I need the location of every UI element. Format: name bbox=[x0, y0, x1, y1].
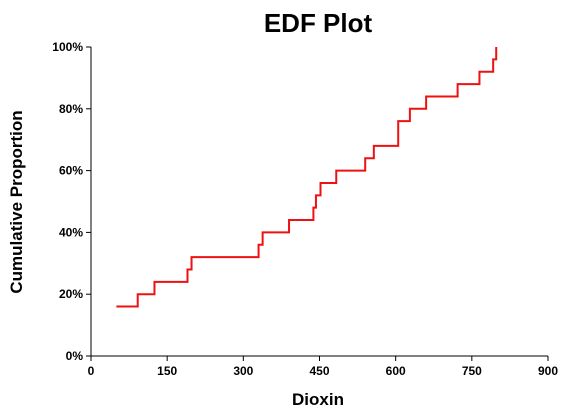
chart-title: EDF Plot bbox=[264, 8, 373, 38]
x-axis-label: Dioxin bbox=[292, 390, 344, 409]
x-tick-label: 150 bbox=[157, 364, 177, 378]
x-tick-label: 300 bbox=[233, 364, 253, 378]
x-tick-label: 750 bbox=[462, 364, 482, 378]
x-tick-label: 450 bbox=[309, 364, 329, 378]
edf-step-line bbox=[116, 47, 498, 308]
series-layer bbox=[116, 47, 498, 308]
x-tick-label: 600 bbox=[386, 364, 406, 378]
x-ticks: 0 150 300 450 600 750 900 bbox=[88, 356, 558, 378]
y-tick-label: 20% bbox=[59, 287, 83, 301]
y-ticks: 0% 20% 40% 60% 80% 100% bbox=[52, 40, 91, 363]
y-tick-label: 100% bbox=[52, 40, 83, 54]
y-axis-label-group: Cumulative Proportion bbox=[7, 110, 26, 293]
y-tick-label: 80% bbox=[59, 102, 83, 116]
y-axis-label: Cumulative Proportion bbox=[7, 110, 26, 293]
y-tick-label: 0% bbox=[66, 349, 84, 363]
y-tick-label: 60% bbox=[59, 164, 83, 178]
x-tick-label: 900 bbox=[538, 364, 558, 378]
axes bbox=[90, 47, 548, 357]
y-tick-label: 40% bbox=[59, 225, 83, 239]
x-tick-label: 0 bbox=[88, 364, 95, 378]
